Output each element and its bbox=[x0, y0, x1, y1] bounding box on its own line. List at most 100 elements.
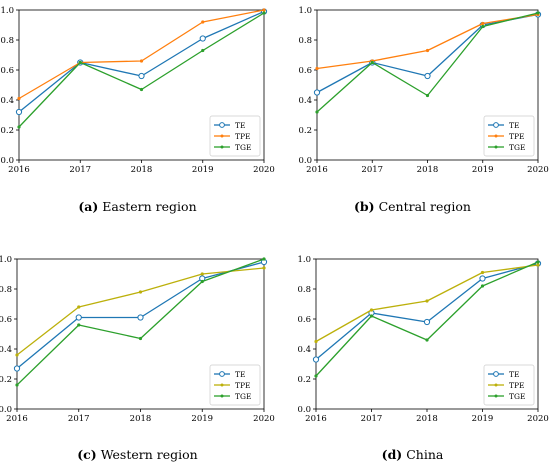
data-point-tge-c bbox=[200, 279, 204, 284]
caption-c-letter: (c) bbox=[77, 447, 97, 462]
data-point-tge-c bbox=[138, 336, 143, 341]
data-point-tpe-c bbox=[200, 272, 204, 276]
legend-marker-tpe-c bbox=[220, 383, 224, 387]
y-tick-label-a: 0.0 bbox=[0, 156, 14, 166]
y-tick-label-b: 0.0 bbox=[298, 156, 312, 166]
x-tick-label-c: 2020 bbox=[253, 414, 275, 424]
x-tick-label-c: 2018 bbox=[130, 414, 152, 424]
data-point-te-d bbox=[423, 318, 431, 326]
legend-c: TE TPE TGE bbox=[209, 364, 261, 406]
y-tick-label-a: 1.0 bbox=[0, 6, 14, 16]
series-line-tpe-a bbox=[18, 9, 265, 100]
data-point-tpe-c bbox=[138, 290, 143, 294]
data-point-tpe-a bbox=[201, 20, 205, 24]
data-point-tge-b bbox=[370, 60, 374, 65]
x-tick-label-c: 2016 bbox=[6, 414, 28, 424]
caption-b: (b) Central region bbox=[275, 199, 550, 214]
x-tick-label-d: 2019 bbox=[472, 414, 494, 424]
legend-label-tpe-d: TPE bbox=[509, 381, 525, 390]
legend-label-tge-d: TGE bbox=[509, 392, 525, 401]
legend-d: TE TPE TGE bbox=[483, 364, 535, 406]
x-tick-label-c: 2017 bbox=[68, 414, 90, 424]
data-point-tpe-d bbox=[369, 308, 374, 312]
x-tick-label-b: 2018 bbox=[417, 165, 439, 175]
x-tick-label-a: 2019 bbox=[192, 165, 214, 175]
legend-marker-tpe-d bbox=[494, 383, 498, 387]
x-tick-label-b: 2017 bbox=[361, 165, 383, 175]
y-tick-label-c: 0.2 bbox=[0, 375, 12, 385]
data-point-te-a bbox=[199, 35, 206, 42]
caption-a-letter: (a) bbox=[78, 199, 99, 214]
legend-marker-te-d bbox=[493, 371, 499, 377]
series-line-tge-b bbox=[316, 12, 539, 113]
data-point-tge-d bbox=[425, 338, 429, 342]
caption-a-text: Eastern region bbox=[102, 199, 197, 214]
data-point-te-a bbox=[15, 108, 23, 116]
data-point-tge-a bbox=[262, 11, 266, 15]
legend-marker-tge-a bbox=[220, 145, 224, 149]
data-point-te-c bbox=[13, 365, 21, 372]
series-line-tpe-b bbox=[316, 13, 539, 70]
data-point-tpe-c bbox=[15, 353, 19, 357]
data-point-tge-d bbox=[536, 260, 540, 264]
legend-b: TE TPE TGE bbox=[483, 115, 535, 157]
data-point-tge-a bbox=[201, 48, 205, 53]
data-point-tpe-a bbox=[139, 59, 144, 63]
y-tick-label-a: 0.4 bbox=[0, 96, 14, 106]
y-tick-label-b: 0.6 bbox=[298, 66, 312, 76]
chart-a: 0.0 0.2 0.4 0.6 0.8 1.0 2016 2017 2018 2019 2020 TE… bbox=[0, 6, 274, 175]
data-point-tpe-d bbox=[480, 270, 485, 275]
legend-marker-tge-c bbox=[220, 394, 224, 398]
data-point-tpe-d bbox=[314, 339, 318, 344]
x-tick-label-a: 2020 bbox=[253, 165, 275, 175]
x-tick-label-d: 2020 bbox=[527, 414, 549, 424]
x-tick-label-a: 2017 bbox=[69, 165, 91, 175]
legend-label-tge-b: TGE bbox=[509, 143, 525, 152]
legend-label-te-a: TE bbox=[235, 121, 245, 130]
data-point-tpe-d bbox=[536, 263, 540, 267]
legend-label-tpe-c: TPE bbox=[235, 381, 251, 390]
caption-b-text: Central region bbox=[378, 199, 471, 214]
data-point-tge-b bbox=[425, 93, 430, 98]
data-point-te-c bbox=[137, 314, 144, 321]
x-tick-label-d: 2016 bbox=[305, 414, 327, 424]
y-tick-label-d: 0.4 bbox=[297, 345, 311, 355]
data-point-tpe-c bbox=[77, 305, 81, 309]
legend-label-tge-c: TGE bbox=[235, 392, 251, 401]
data-point-tge-d bbox=[369, 314, 374, 318]
y-tick-label-b: 0.4 bbox=[298, 96, 312, 106]
y-tick-label-b: 0.8 bbox=[298, 36, 312, 46]
legend-label-tpe-b: TPE bbox=[509, 132, 525, 141]
series-line-te-d bbox=[315, 262, 539, 360]
data-point-tge-a bbox=[139, 87, 144, 92]
x-tick-label-b: 2020 bbox=[527, 165, 549, 175]
legend-marker-tge-d bbox=[494, 394, 498, 398]
y-tick-label-d: 0.6 bbox=[297, 315, 311, 325]
legend-marker-tpe-b bbox=[494, 134, 498, 138]
data-point-tpe-b bbox=[315, 66, 319, 71]
data-point-tge-a bbox=[17, 125, 21, 129]
legend-a: TE TPE TGE bbox=[209, 115, 261, 157]
y-tick-label-a: 0.8 bbox=[0, 36, 14, 46]
legend-marker-te-a bbox=[219, 122, 225, 128]
y-tick-label-d: 0.2 bbox=[297, 375, 311, 385]
y-tick-label-c: 0.0 bbox=[0, 405, 12, 415]
y-tick-label-c: 1.0 bbox=[0, 255, 12, 265]
legend-label-tpe-a: TPE bbox=[235, 132, 251, 141]
caption-d-letter: (d) bbox=[381, 447, 403, 462]
x-tick-label-d: 2018 bbox=[416, 414, 438, 424]
data-point-tpe-d bbox=[425, 299, 429, 303]
legend-marker-te-b bbox=[493, 122, 499, 128]
y-tick-label-c: 0.6 bbox=[0, 315, 12, 325]
y-tick-label-d: 1.0 bbox=[297, 255, 311, 265]
data-point-te-d bbox=[312, 356, 320, 363]
y-tick-label-a: 0.6 bbox=[0, 66, 14, 76]
chart-b: 0.0 0.2 0.4 0.6 0.8 1.0 2016 2017 2018 2019 2020 TE… bbox=[298, 6, 548, 175]
legend-label-tge-a: TGE bbox=[235, 143, 251, 152]
y-tick-label-b: 0.2 bbox=[298, 126, 312, 136]
series-line-te-b bbox=[316, 13, 539, 94]
caption-d: (d) China bbox=[275, 447, 550, 462]
data-point-tpe-c bbox=[262, 266, 266, 270]
data-point-te-b bbox=[313, 89, 321, 96]
series-line-tpe-c bbox=[16, 267, 265, 356]
